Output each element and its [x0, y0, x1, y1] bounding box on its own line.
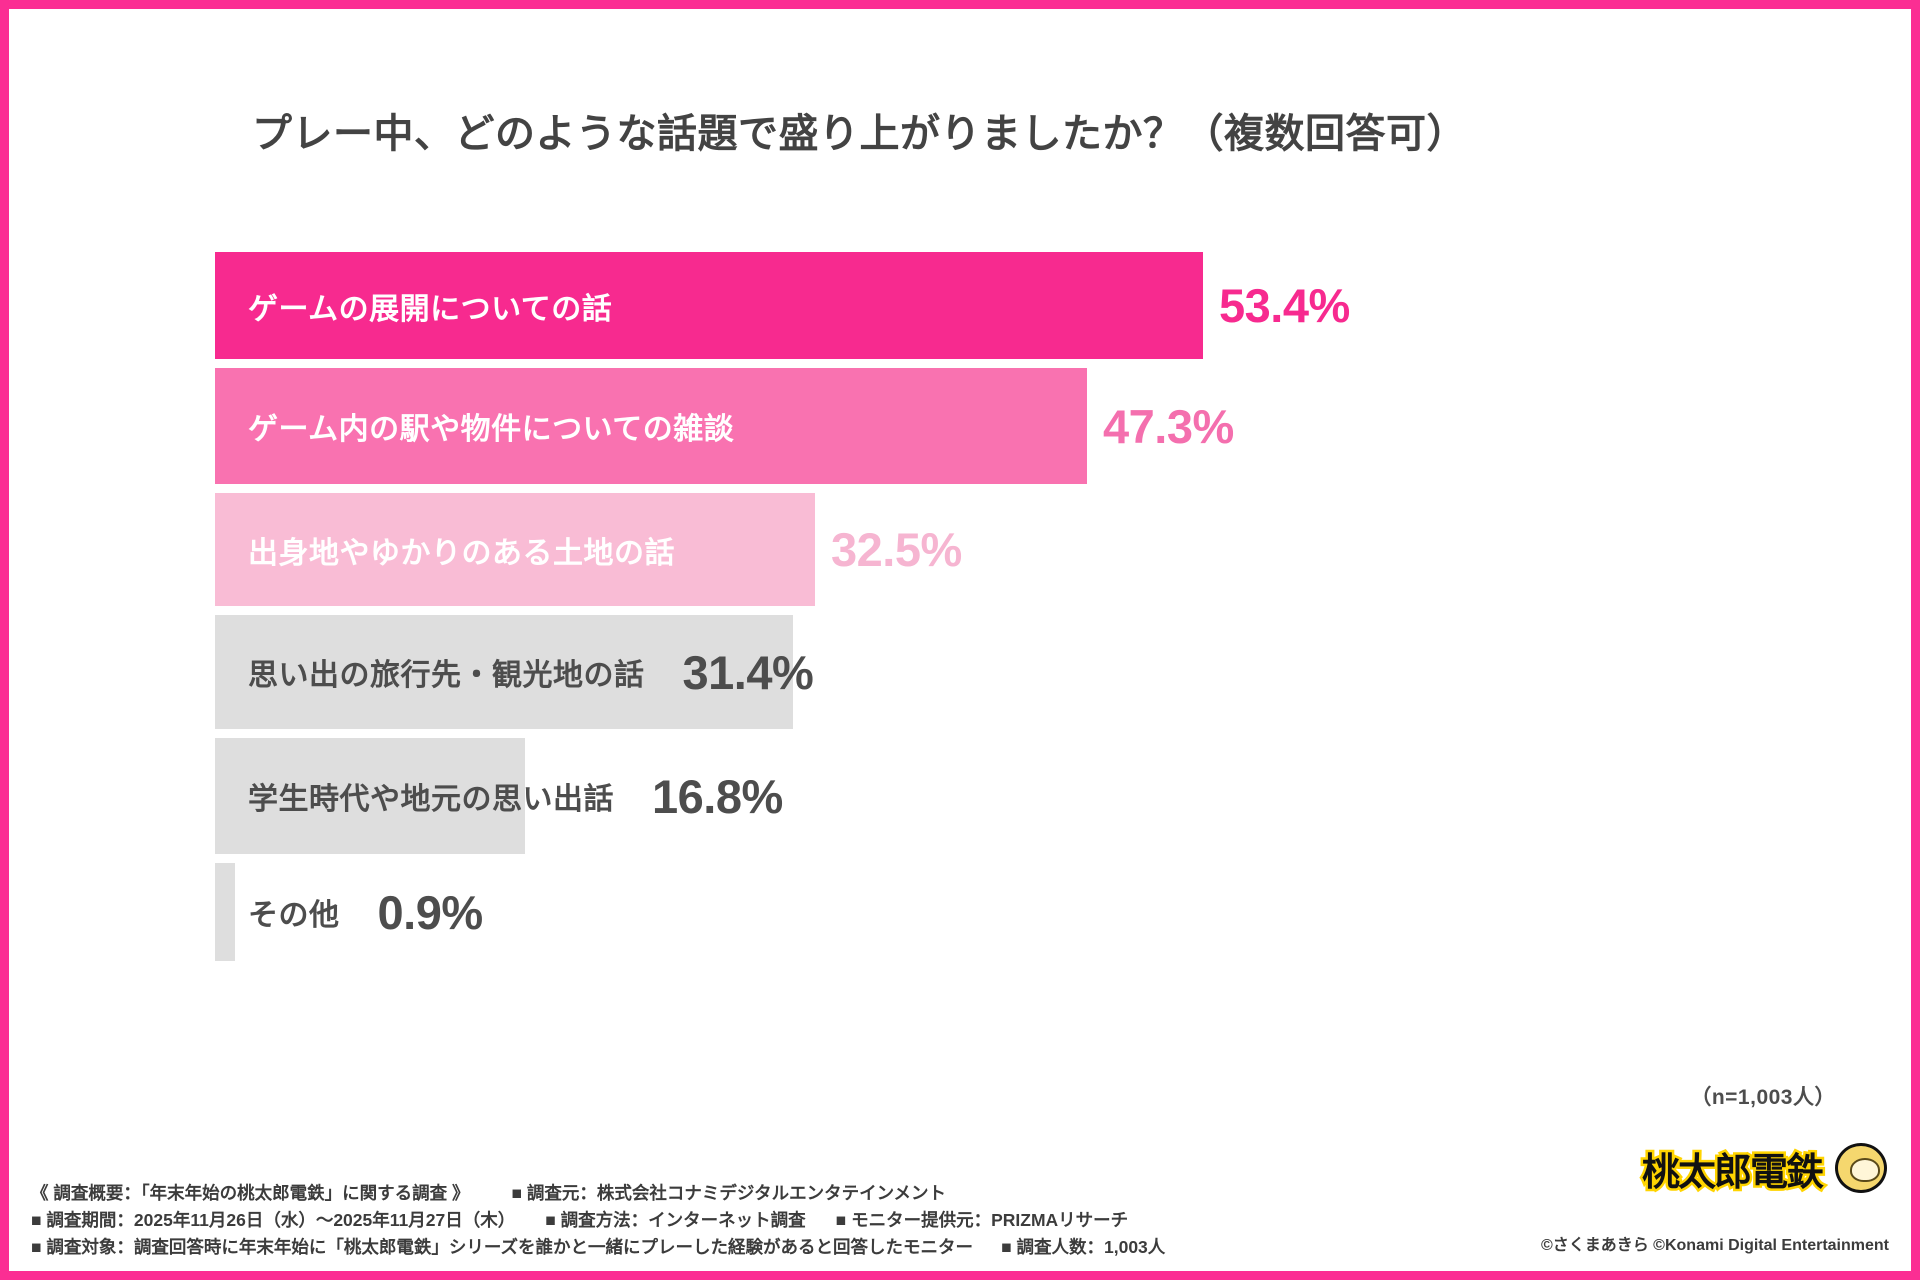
bar-fill: ゲームの展開についての話: [215, 252, 1203, 359]
survey-respondents: ■ 調査人数：1,003人: [1001, 1236, 1166, 1257]
page-title: プレー中、どのような話題で盛り上がりましたか？（複数回答可）: [252, 112, 1467, 156]
bar-row: ゲーム内の駅や物件についての雑談 47.3%: [215, 368, 1715, 484]
bar-value-label: 32.5%: [831, 523, 962, 576]
bar-fill: [215, 615, 793, 729]
survey-footer: 《 調査概要：「年末年始の桃太郎電鉄」に関する調査 》 ■ 調査元：株式会社コナ…: [9, 1180, 1911, 1261]
bar-row: その他 0.9%: [215, 863, 1715, 961]
bar-value-label: 0.9%: [377, 885, 484, 939]
bar-value-label: 31.4%: [682, 645, 814, 699]
bar-fill: [215, 863, 235, 961]
bar-fill: [215, 738, 525, 854]
bar-value-label: 16.8%: [652, 769, 783, 823]
logo-text: 桃太郎電鉄: [1639, 1150, 1826, 1197]
footer-line-3: ■ 調査対象：調査回答時に年末年始に「桃太郎電鉄」シリーズを誰かと一緒にプレーし…: [31, 1234, 1889, 1261]
bar-row: ゲームの展開についての話 53.4%: [215, 252, 1715, 359]
bar-category-label: 出身地やゆかりのある土地の話: [248, 536, 675, 570]
survey-source: ■ 調査元：株式会社コナミデジタルエンタテインメント: [511, 1182, 947, 1203]
chart-canvas: プレー中、どのような話題で盛り上がりましたか？（複数回答可） ゲームの展開につい…: [9, 9, 1911, 1271]
sample-size-note: （n=1,003人）: [1690, 1086, 1836, 1109]
survey-period: ■ 調査期間：2025年11月26日（水）～2025年11月27日（木）: [31, 1209, 516, 1230]
survey-method: ■ 調査方法：インターネット調査: [545, 1209, 806, 1230]
bar-row: 学生時代や地元の思い出話 16.8%: [215, 738, 1715, 854]
bar-value-label: 53.4%: [1219, 279, 1350, 332]
bar-fill: ゲーム内の駅や物件についての雑談: [215, 368, 1087, 484]
horizontal-bar-chart: ゲームの展開についての話 53.4% ゲーム内の駅や物件についての雑談 47.3% 出身…: [215, 252, 1715, 961]
bar-row: 思い出の旅行先・観光地の話 31.4%: [215, 615, 1715, 729]
bar-category-label: 学生時代や地元の思い出話: [248, 783, 614, 816]
survey-monitor-provider: ■ モニター提供元：PRIZMAリサーチ: [835, 1209, 1129, 1230]
bar-category-label: ゲームの展開についての話: [248, 292, 613, 326]
bar-category-label: その他: [248, 899, 340, 932]
bar-value-label: 47.3%: [1103, 399, 1234, 453]
footer-line-1: 《 調査概要：「年末年始の桃太郎電鉄」に関する調査 》 ■ 調査元：株式会社コナ…: [31, 1180, 1889, 1207]
bar-row: 出身地やゆかりのある土地の話 32.5%: [215, 493, 1715, 606]
momotaro-face-icon: [1835, 1143, 1887, 1193]
bar-category-label: ゲーム内の駅や物件についての雑談: [248, 413, 735, 446]
survey-target: ■ 調査対象：調査回答時に年末年始に「桃太郎電鉄」シリーズを誰かと一緒にプレーし…: [31, 1236, 974, 1257]
footer-line-2: ■ 調査期間：2025年11月26日（水）～2025年11月27日（木） ■ 調…: [31, 1207, 1889, 1234]
copyright-notice: ©さくまあきら ©Konami Digital Entertainment: [1540, 1236, 1889, 1254]
bar-category-label: 思い出の旅行先・観光地の話: [248, 659, 645, 692]
survey-overview: 《 調査概要：「年末年始の桃太郎電鉄」に関する調査 》: [31, 1182, 470, 1203]
bar-fill: 出身地やゆかりのある土地の話: [215, 493, 815, 606]
momotaro-dentetsu-logo: 桃太郎電鉄: [1639, 1137, 1887, 1199]
